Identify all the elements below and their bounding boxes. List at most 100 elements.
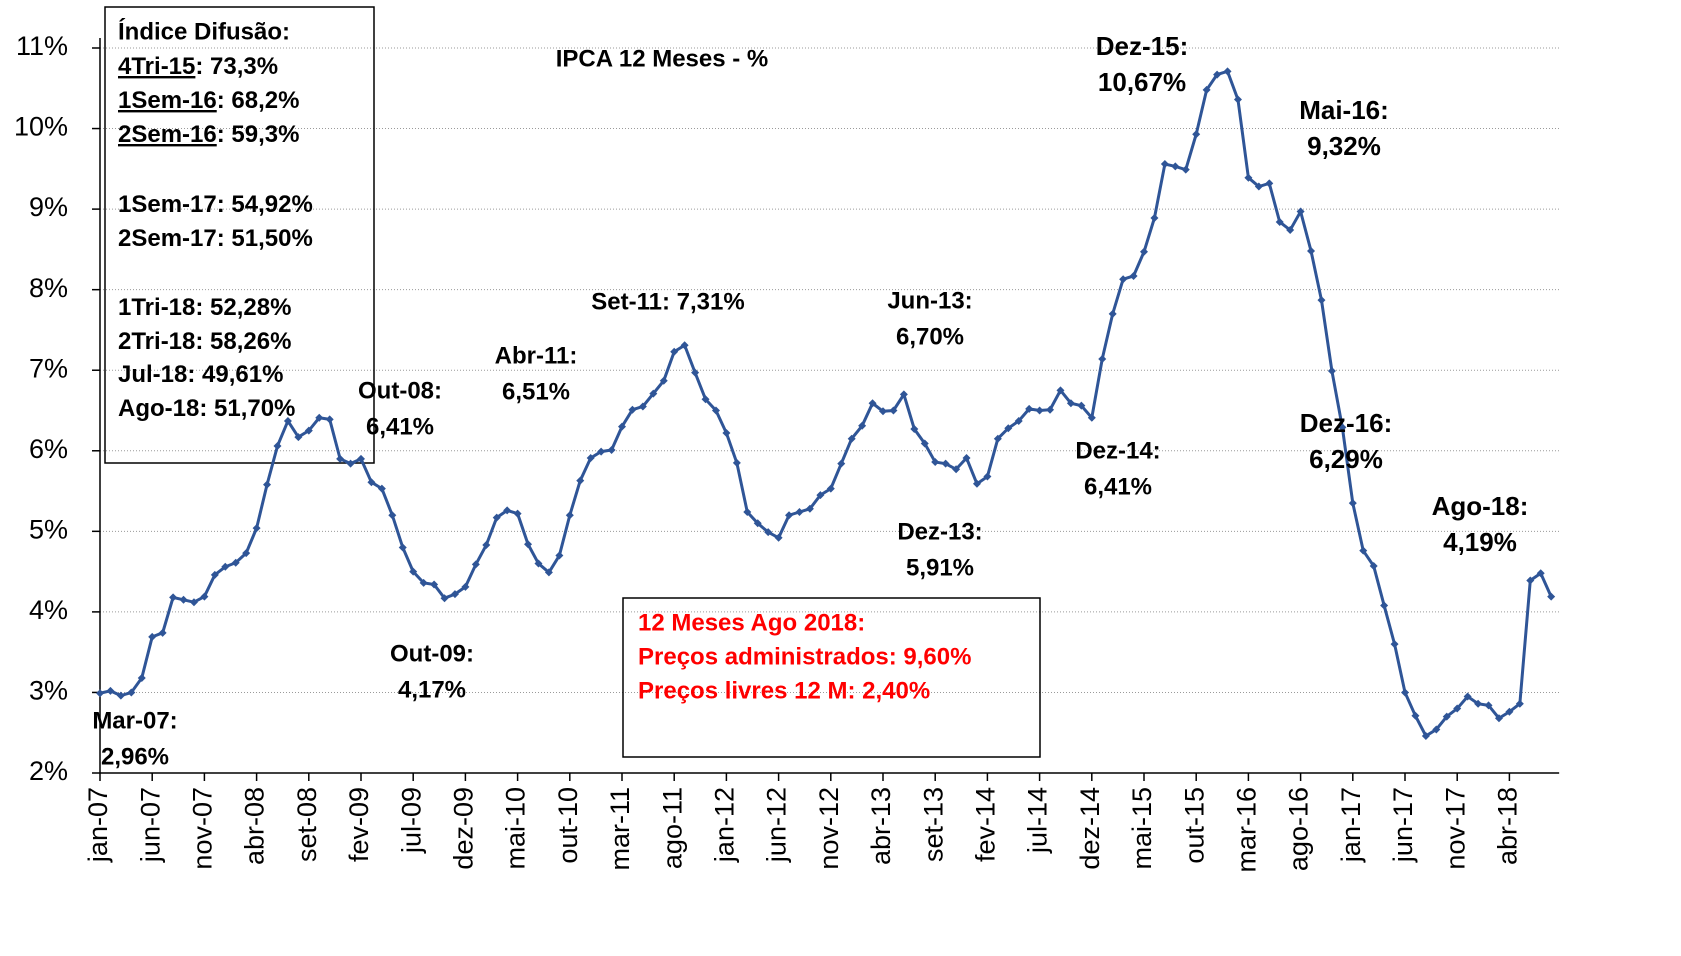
data-point	[1202, 85, 1211, 94]
data-point	[816, 491, 825, 500]
data-point	[899, 390, 908, 399]
box-line-text: : 73,3%	[195, 53, 278, 80]
box-line: 2Tri-18: 58,26%	[118, 328, 291, 355]
data-point	[189, 598, 198, 607]
x-tick-label: nov-07	[188, 787, 218, 870]
annotation: 6,29%	[1309, 444, 1383, 474]
data-point	[1160, 160, 1169, 168]
x-tick-label: jan-17	[1336, 787, 1366, 863]
annotation: 6,41%	[366, 413, 434, 440]
x-tick-label: out-15	[1179, 787, 1209, 864]
x-tick-label: jun-12	[762, 787, 792, 863]
data-point	[440, 594, 449, 603]
x-tick-label: abr-08	[240, 787, 270, 865]
x-tick-label: set-08	[292, 787, 322, 862]
data-point	[544, 568, 553, 577]
box-line: 4Tri-15: 73,3%	[118, 53, 278, 80]
x-tick-label: mar-16	[1232, 787, 1262, 873]
data-point	[1192, 130, 1201, 139]
box-line: 1Tri-18: 52,28%	[118, 294, 291, 321]
annotation: 10,67%	[1098, 67, 1186, 97]
data-point	[294, 433, 303, 442]
y-tick-label: 7%	[29, 353, 68, 383]
data-point	[1390, 640, 1399, 649]
data-point	[1108, 309, 1117, 318]
y-tick-label: 11%	[16, 31, 68, 61]
annotation: Dez-16:	[1300, 408, 1392, 438]
data-point	[430, 580, 439, 589]
data-point	[263, 480, 272, 489]
data-point	[357, 454, 365, 463]
data-point	[304, 426, 313, 435]
data-point	[1035, 406, 1044, 415]
y-tick-label: 4%	[29, 595, 68, 625]
box-line-text: Jul-18: 49,61%	[118, 361, 283, 388]
annotation: Mar-07:	[92, 707, 177, 734]
data-point	[795, 508, 804, 516]
box-title: Índice Difusão:	[118, 17, 290, 45]
data-point	[482, 541, 491, 550]
data-point	[1463, 692, 1472, 701]
x-tick-label: jul-09	[396, 787, 426, 854]
data-point	[607, 445, 616, 454]
data-point	[638, 402, 647, 411]
x-tick-label: mai-15	[1127, 787, 1157, 870]
annotation: 2,96%	[101, 743, 169, 770]
data-point	[649, 389, 658, 398]
data-point	[555, 551, 564, 560]
data-point	[137, 673, 146, 682]
data-point	[826, 484, 835, 493]
data-point	[1327, 367, 1336, 376]
data-point	[1014, 416, 1023, 425]
x-tick-label: nov-17	[1440, 787, 1470, 870]
x-tick-label: dez-09	[449, 787, 479, 870]
data-point	[1296, 207, 1305, 216]
data-point	[231, 558, 240, 567]
annotation: 9,32%	[1307, 131, 1381, 161]
data-point	[586, 454, 595, 463]
data-point	[1348, 499, 1357, 508]
data-point	[753, 519, 762, 528]
data-point	[1359, 546, 1368, 555]
annotation: Out-08:	[358, 377, 442, 404]
y-tick-label: 10%	[14, 112, 68, 142]
data-point	[96, 689, 104, 698]
data-point	[1265, 179, 1274, 188]
data-point	[1056, 386, 1065, 395]
data-point	[597, 447, 606, 456]
data-point	[962, 454, 971, 463]
annotation: Dez-15:	[1096, 31, 1188, 61]
data-point	[847, 434, 856, 443]
y-tick-label: 8%	[29, 273, 68, 303]
data-point	[732, 458, 741, 467]
data-point	[398, 543, 407, 552]
box-line: 1Sem-17: 54,92%	[118, 191, 313, 218]
y-tick-label: 3%	[29, 676, 68, 706]
price-box	[622, 597, 1041, 758]
data-point	[691, 368, 700, 377]
data-point	[534, 559, 543, 568]
data-point	[127, 688, 136, 697]
data-point	[576, 476, 585, 485]
annotation: 5,91%	[906, 554, 974, 581]
data-point	[367, 478, 376, 487]
annotation: Dez-14:	[1075, 437, 1160, 464]
y-tick-label: 6%	[29, 434, 68, 464]
box-line: Ago-18: 51,70%	[118, 395, 295, 422]
data-point	[993, 434, 1002, 443]
x-tick-label: jul-14	[1023, 787, 1053, 854]
box-line-key: 2Sem-16	[118, 121, 217, 148]
data-point	[1338, 423, 1347, 432]
data-point	[1046, 405, 1055, 414]
x-tick-label: fev-14	[971, 787, 1001, 862]
data-point	[941, 459, 950, 468]
price-line: Preços livres 12 M: 2,40%	[638, 677, 930, 704]
data-point	[1181, 165, 1190, 174]
data-point	[618, 422, 626, 431]
data-point	[377, 484, 386, 493]
x-tick-label: ago-11	[657, 787, 687, 869]
data-point	[1254, 182, 1263, 191]
data-point	[659, 376, 668, 385]
data-point	[1140, 247, 1148, 256]
x-tick-label: abr-18	[1493, 787, 1523, 865]
